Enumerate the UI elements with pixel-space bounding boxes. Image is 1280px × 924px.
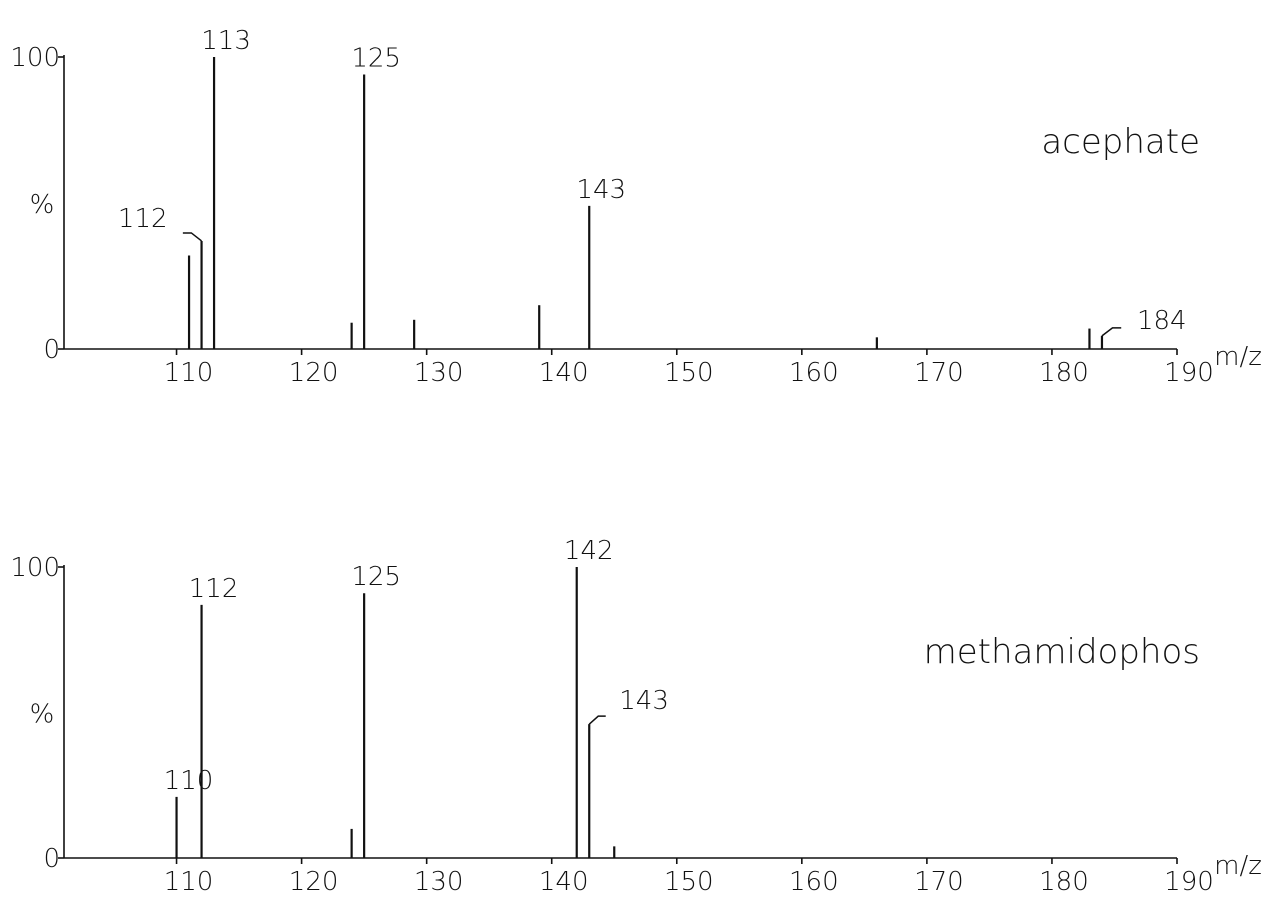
x-tick-label: 120 — [289, 867, 339, 897]
y-axis-label: % — [30, 190, 55, 220]
x-tick-label: 130 — [414, 867, 464, 897]
x-tick-label: 140 — [539, 867, 589, 897]
leader-line — [1101, 327, 1122, 337]
y-tick-label: 0 — [43, 335, 60, 365]
x-tick-label: 120 — [289, 358, 339, 388]
peak-label: 143 — [576, 175, 626, 205]
x-tick-label: 110 — [164, 867, 214, 897]
x-tick-label: 140 — [539, 358, 589, 388]
peak-label: 112 — [189, 574, 239, 604]
y-tick-label: 100 — [10, 43, 60, 73]
x-tick-label: 170 — [914, 358, 964, 388]
x-tick-label: 150 — [664, 358, 714, 388]
x-tick-label: 160 — [789, 867, 839, 897]
y-tick-label: 0 — [43, 844, 60, 874]
peak-label: 184 — [1137, 306, 1187, 336]
peak-label: 112 — [118, 204, 168, 234]
x-tick-label: 180 — [1039, 358, 1089, 388]
x-tick-label: 190 — [1164, 358, 1214, 388]
x-tick-label: 160 — [789, 358, 839, 388]
peak-label: 125 — [351, 44, 401, 74]
peak-label: 125 — [351, 562, 401, 592]
peak-label: 143 — [619, 686, 669, 716]
peak-label: 110 — [164, 766, 214, 796]
x-tick-label: 180 — [1039, 867, 1089, 897]
x-tick-label: 130 — [414, 358, 464, 388]
x-axis-label: m/z — [1214, 342, 1262, 372]
x-tick-label: 170 — [914, 867, 964, 897]
peak-label: 142 — [564, 536, 614, 566]
x-tick-label: 150 — [664, 867, 714, 897]
peak-label: 113 — [201, 26, 251, 56]
leader-line — [182, 232, 203, 242]
x-axis-label: m/z — [1214, 851, 1262, 881]
y-axis-label: % — [30, 700, 55, 730]
x-tick-label: 110 — [164, 358, 214, 388]
x-tick-label: 190 — [1164, 867, 1214, 897]
compound-name: methamidophos — [924, 632, 1200, 672]
leader-line — [588, 715, 606, 725]
y-tick-label: 100 — [10, 553, 60, 583]
compound-name: acephate — [1041, 122, 1200, 162]
